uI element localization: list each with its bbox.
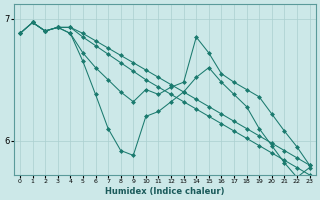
X-axis label: Humidex (Indice chaleur): Humidex (Indice chaleur) (105, 187, 225, 196)
